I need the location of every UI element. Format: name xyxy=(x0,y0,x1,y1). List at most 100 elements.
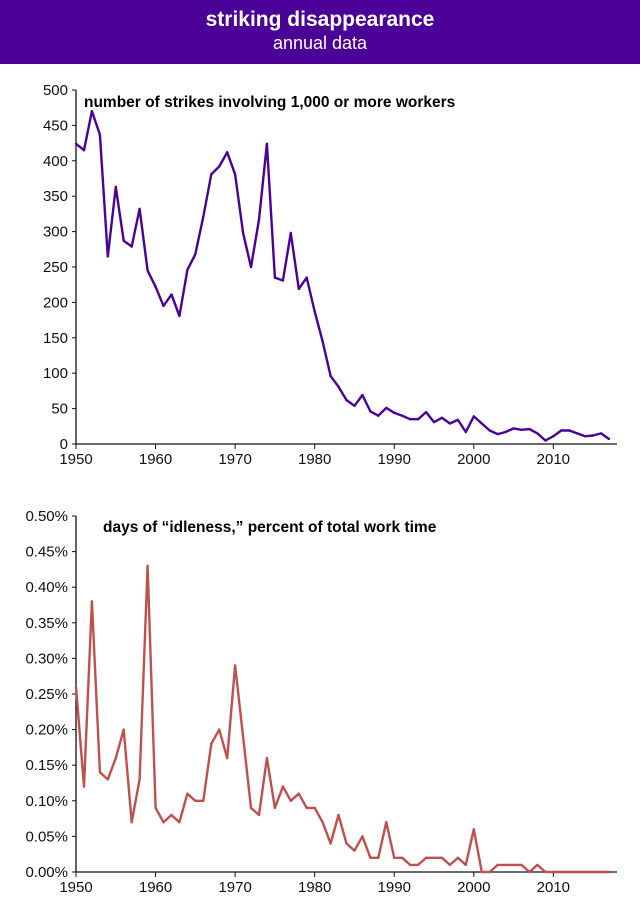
strikes-data-point xyxy=(226,151,229,154)
strikes-data-point xyxy=(599,432,603,435)
idleness-data-point xyxy=(241,735,245,738)
idleness-data-point xyxy=(249,806,253,810)
strikes-y-tick-label: 350 xyxy=(43,188,68,205)
strikes-data-point xyxy=(218,165,221,168)
charts-canvas: 0 50 100 150 200 250 300 350 400 450 500 1950 1960 19… xyxy=(25,82,617,896)
idleness-data-point xyxy=(122,728,125,731)
strikes-data-point xyxy=(210,173,213,176)
idleness-data-point xyxy=(377,856,380,859)
idleness-x-tick-label: 1950 xyxy=(59,879,92,896)
idleness-data-point xyxy=(281,785,285,788)
strikes-data-point xyxy=(464,430,467,434)
idleness-data-point xyxy=(265,756,269,760)
strikes-data-point xyxy=(162,304,165,308)
idleness-data-point xyxy=(233,664,237,667)
strikes-data-point xyxy=(504,430,507,434)
idleness-x-tick-label: 1960 xyxy=(139,879,172,896)
strikes-data-point xyxy=(297,287,300,291)
strikes-data-point xyxy=(560,429,563,432)
idleness-data-point xyxy=(321,821,324,824)
idleness-data-point xyxy=(178,821,181,824)
strikes-data-point xyxy=(146,269,149,272)
idleness-data-point xyxy=(599,870,603,874)
strikes-y-tick-label: 500 xyxy=(43,82,68,99)
idleness-data-point xyxy=(257,813,261,817)
idleness-data-point xyxy=(591,870,595,874)
strikes-data-point xyxy=(281,279,285,282)
idleness-data-point xyxy=(496,863,499,867)
idleness-data-point xyxy=(305,806,308,810)
strikes-data-point xyxy=(480,422,483,425)
strikes-data-point xyxy=(488,429,491,432)
idleness-data-point xyxy=(528,870,531,874)
strikes-data-point xyxy=(353,404,356,407)
strikes-data-point xyxy=(576,432,579,435)
idleness-data-point xyxy=(273,806,277,810)
idleness-data-point xyxy=(114,756,118,760)
strikes-y-tick-label: 400 xyxy=(43,153,68,170)
idleness-data-point xyxy=(345,842,348,845)
header-title: striking disappearance xyxy=(205,8,435,31)
strikes-x-tick-label: 2000 xyxy=(457,451,490,468)
strikes-data-point xyxy=(257,218,261,221)
idleness-x-tick-label: 2010 xyxy=(537,879,570,896)
strikes-x-tick-label: 2010 xyxy=(537,451,570,468)
idleness-data-point xyxy=(361,835,364,838)
idleness-data-point xyxy=(138,778,141,781)
strikes-data-point xyxy=(416,418,420,421)
strikes-x-tick-label: 1960 xyxy=(139,451,172,468)
strikes-data-point xyxy=(289,231,292,235)
idleness-data-point xyxy=(226,756,229,760)
idleness-data-point xyxy=(536,863,539,867)
strikes-data-point xyxy=(496,432,499,436)
strikes-data-point xyxy=(393,411,396,414)
idleness-data-point xyxy=(385,821,388,824)
idleness-data-point xyxy=(448,863,452,867)
strikes-data-point xyxy=(313,310,316,313)
idleness-data-point xyxy=(393,856,396,859)
strikes-data-point xyxy=(408,418,412,421)
strikes-data-point xyxy=(233,173,237,176)
idleness-data-point xyxy=(464,863,467,867)
idleness-x-tick-label: 1980 xyxy=(298,879,331,896)
idleness-data-point xyxy=(456,856,460,859)
strikes-data-point xyxy=(138,207,141,211)
idleness-chart: 0.00% 0.05% 0.10% 0.15% 0.20% 0.25% 0.30% 0.35%… xyxy=(25,508,617,896)
idleness-y-tick-label: 0.50% xyxy=(25,508,68,525)
strikes-y-tick-label: 450 xyxy=(43,117,68,134)
idleness-y-tick-label: 0.30% xyxy=(25,650,68,667)
strikes-data-point xyxy=(82,149,86,152)
idleness-y-tick-label: 0.15% xyxy=(25,757,68,774)
idleness-data-point xyxy=(401,856,404,859)
strikes-data-point xyxy=(432,420,436,424)
idleness-data-point xyxy=(154,806,157,810)
strikes-y-tick-label: 0 xyxy=(60,436,68,453)
strikes-x-tick-label: 1980 xyxy=(298,451,331,468)
strikes-data-point xyxy=(249,265,253,269)
idleness-y-tick-label: 0.35% xyxy=(25,615,68,632)
strikes-data-point xyxy=(584,435,587,438)
strikes-series-line xyxy=(75,110,610,442)
strikes-data-point xyxy=(194,253,197,256)
idleness-y-tick-label: 0.05% xyxy=(25,828,68,845)
idleness-data-point xyxy=(607,870,611,874)
idleness-data-point xyxy=(186,792,189,795)
idleness-data-point xyxy=(289,799,292,802)
strikes-data-point xyxy=(98,133,102,136)
strikes-data-point xyxy=(178,314,181,318)
idleness-data-point xyxy=(146,564,149,567)
strikes-data-point xyxy=(448,422,452,425)
strikes-data-point xyxy=(520,428,523,431)
strikes-y-tick-label: 250 xyxy=(43,259,68,276)
idleness-y-tick-label: 0.20% xyxy=(25,722,68,739)
strikes-data-point xyxy=(591,434,595,437)
idleness-data-point xyxy=(194,799,197,802)
idleness-data-point xyxy=(488,870,491,874)
idleness-data-point xyxy=(432,856,436,859)
idleness-y-tick-label: 0.45% xyxy=(25,544,68,561)
strikes-data-point xyxy=(130,245,133,248)
idleness-data-point xyxy=(74,685,78,689)
strikes-data-point xyxy=(424,410,428,414)
strikes-x-tick-label: 1950 xyxy=(59,451,92,468)
strikes-data-point xyxy=(472,415,475,418)
